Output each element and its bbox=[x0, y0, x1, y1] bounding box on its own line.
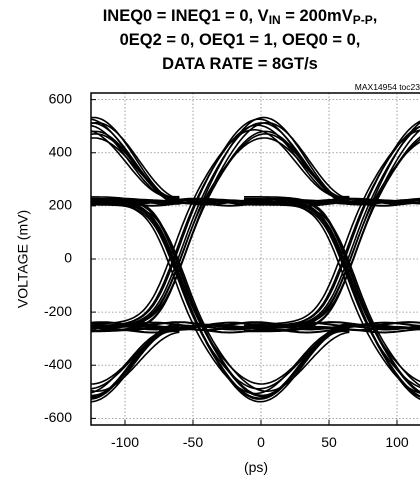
eye-trace bbox=[91, 129, 350, 325]
title-line-2: 0EQ2 = 0, OEQ1 = 1, OEQ0 = 0, bbox=[119, 31, 361, 49]
eye-trace bbox=[91, 331, 180, 392]
y-tick-label: -200 bbox=[44, 303, 72, 319]
eye-trace bbox=[91, 329, 180, 394]
eye-trace bbox=[91, 328, 180, 385]
title-line-1: INEQ0 = INEQ1 = 0, VIN = 200mVP-P, bbox=[102, 7, 378, 27]
eye-trace bbox=[91, 325, 180, 399]
title-line-3: DATA RATE = 8GT/s bbox=[162, 55, 318, 73]
x-tick-label: 0 bbox=[257, 434, 265, 450]
y-tick-label: -600 bbox=[44, 409, 72, 425]
y-axis-ticks: -600 -400 -200 0 200 400 600 bbox=[44, 90, 96, 425]
eye-trace bbox=[91, 122, 350, 327]
eye-trace bbox=[91, 116, 180, 202]
eye-trace bbox=[91, 124, 350, 327]
eye-trace bbox=[91, 137, 180, 200]
y-axis-label: VOLTAGE (mV) bbox=[15, 210, 31, 308]
low-level-trace bbox=[91, 325, 420, 331]
low-level-trace bbox=[91, 321, 420, 327]
grid-lines bbox=[91, 93, 420, 425]
x-axis-label: (ps) bbox=[244, 459, 268, 475]
eye-trace bbox=[91, 329, 180, 403]
eye-trace bbox=[91, 121, 180, 200]
y-tick-label: 200 bbox=[49, 197, 73, 213]
eye-trace bbox=[91, 203, 350, 390]
chart-title: INEQ0 = INEQ1 = 0, VIN = 200mVP-P, 0EQ2 … bbox=[60, 4, 420, 76]
x-tick-label: 100 bbox=[385, 434, 409, 450]
eye-trace bbox=[91, 121, 350, 327]
eye-trace bbox=[91, 122, 180, 200]
eye-trace bbox=[91, 201, 350, 403]
eye-trace bbox=[91, 198, 350, 399]
eye-trace bbox=[91, 129, 180, 198]
x-tick-label: 50 bbox=[321, 434, 337, 450]
eye-trace bbox=[244, 120, 420, 327]
eye-trace bbox=[91, 325, 180, 398]
eye-trace bbox=[244, 129, 420, 325]
x-axis-ticks: -100 -50 0 50 100 bbox=[111, 420, 409, 450]
eye-trace bbox=[244, 203, 420, 387]
y-tick-label: -400 bbox=[44, 356, 72, 372]
eye-trace bbox=[91, 130, 180, 205]
eye-trace bbox=[91, 201, 350, 400]
low-level-trace bbox=[91, 328, 420, 334]
x-tick-label: -100 bbox=[111, 434, 139, 450]
eye-trace bbox=[91, 124, 180, 200]
eye-traces bbox=[91, 116, 420, 403]
eye-trace bbox=[91, 204, 350, 392]
y-tick-label: 400 bbox=[49, 143, 73, 159]
figure-tag: MAX14954 toc23 bbox=[355, 82, 420, 92]
x-tick-label: -50 bbox=[183, 434, 203, 450]
high-level-trace bbox=[91, 197, 420, 203]
y-tick-label: 600 bbox=[49, 90, 73, 106]
eye-trace bbox=[91, 197, 350, 398]
y-tick-label: 0 bbox=[64, 250, 72, 266]
